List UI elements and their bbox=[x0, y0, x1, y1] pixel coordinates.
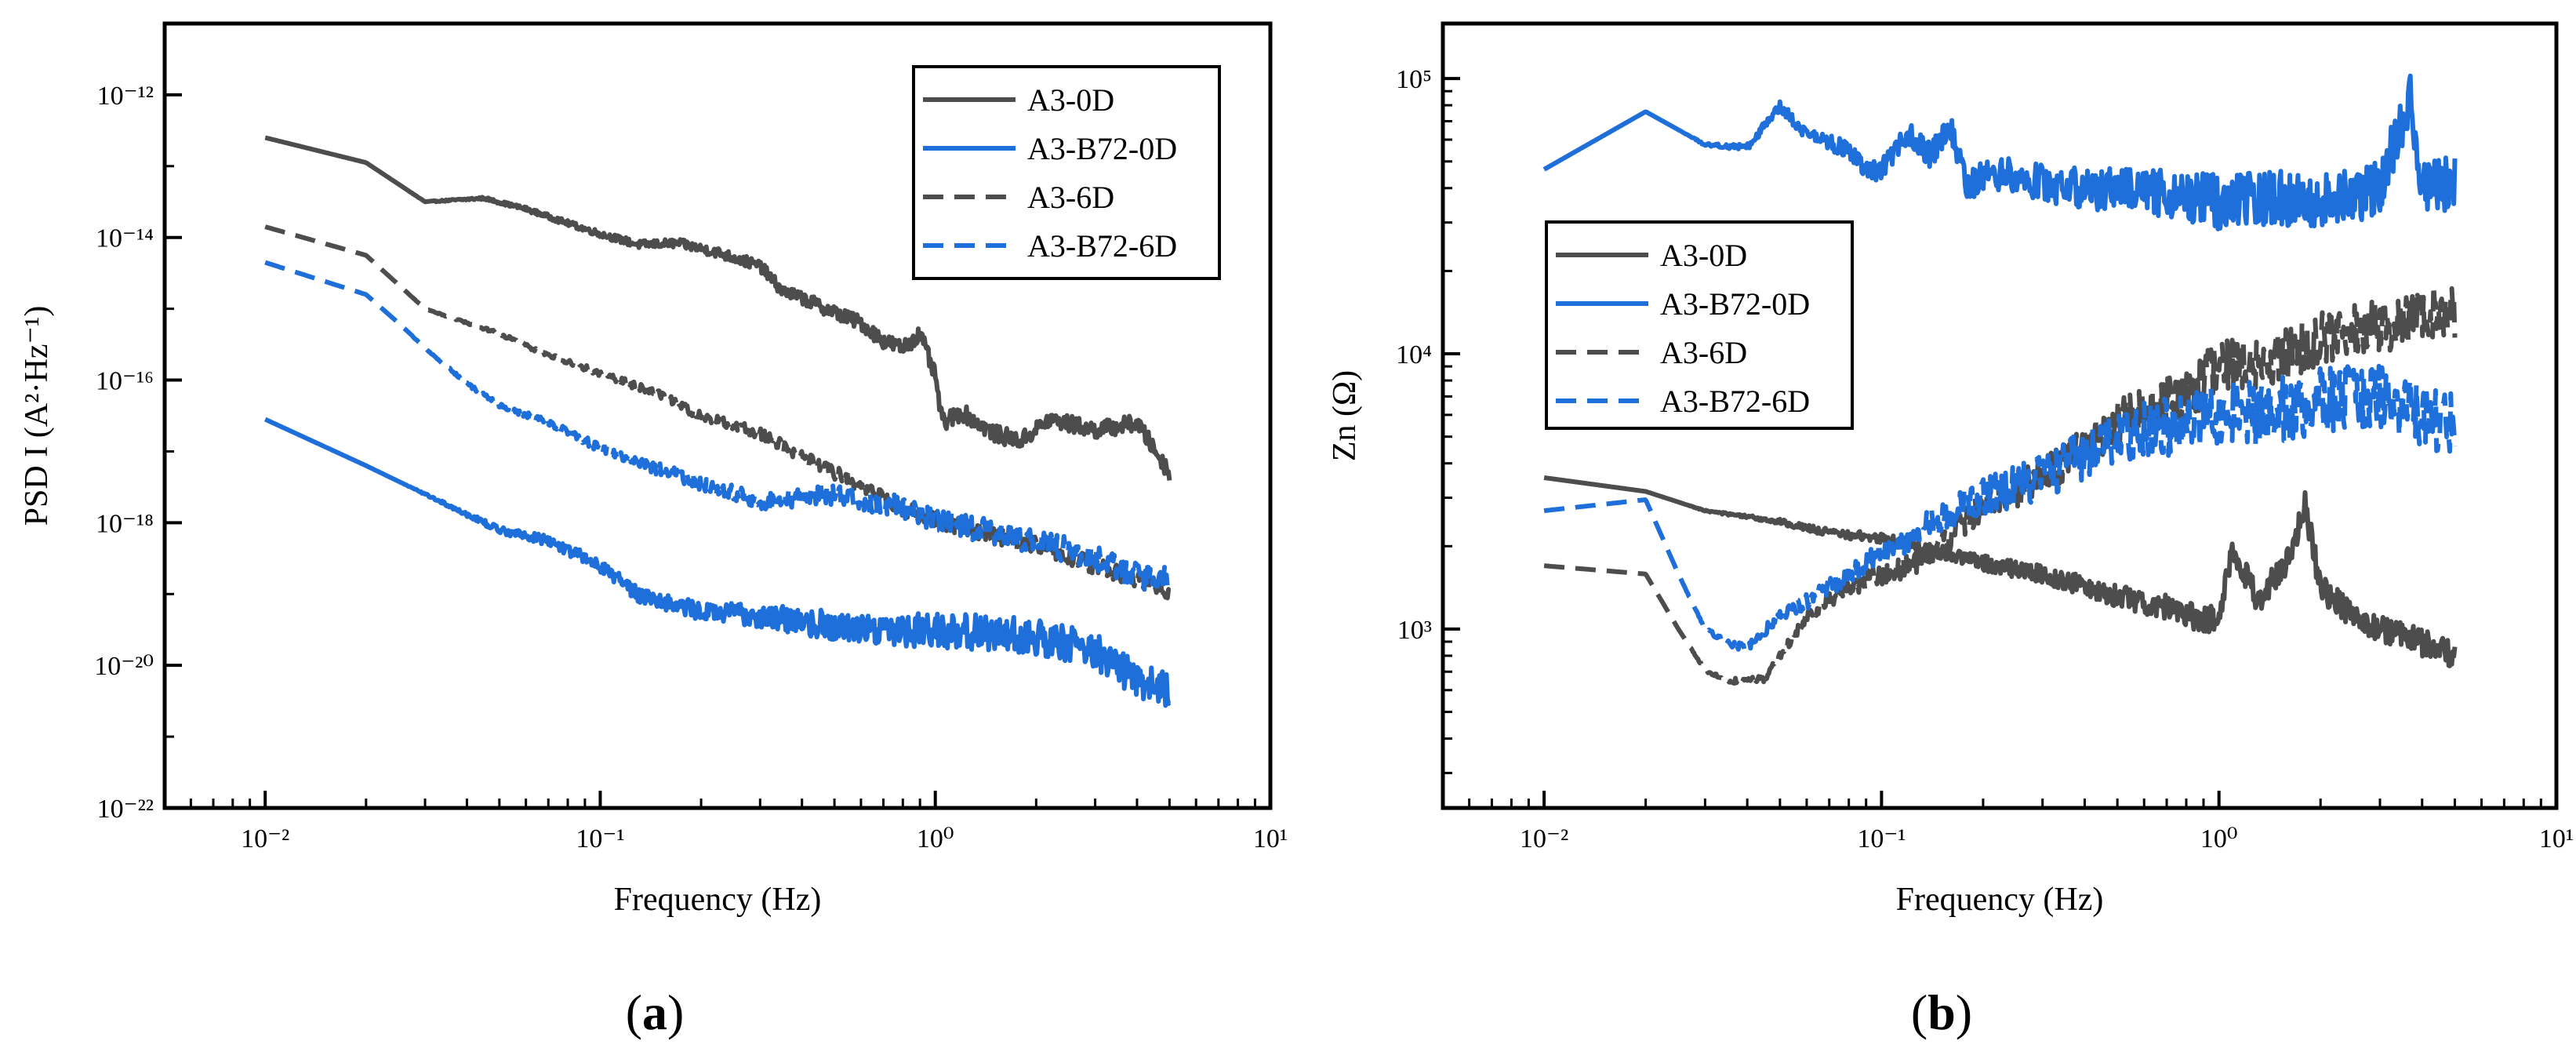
series-line-a3-b72-0d bbox=[1542, 73, 2458, 231]
legend-label: A3-6D bbox=[1027, 180, 1114, 215]
y-tick-label: 10⁻²² bbox=[97, 795, 154, 824]
legend-label: A3-B72-6D bbox=[1660, 384, 1810, 419]
y-tick-label: 10⁵ bbox=[1396, 65, 1432, 94]
plot-frame bbox=[1441, 21, 2559, 810]
chart-panel-a: 10⁻² 10⁻¹ 10⁰ 10¹ 10⁻²² 10⁻²⁰ 10⁻¹⁸ 10⁻¹⁶ 10⁻¹⁴ 1… bbox=[19, 21, 1288, 918]
chart-panel-b: 10⁻² 10⁻¹ 10⁰ 10¹ 10³ 10⁴ 10⁵ Frequency (Hz) Zn … bbox=[1327, 21, 2574, 918]
x-tick-label: 10¹ bbox=[1253, 824, 1288, 853]
legend: A3-0D A3-B72-0D A3-6D A3-B72-6D bbox=[912, 65, 1221, 280]
x-axis-label: Frequency (Hz) bbox=[614, 882, 822, 918]
y-tick-label: 10⁻¹⁸ bbox=[96, 509, 154, 538]
x-tick-label: 10⁻² bbox=[1520, 824, 1568, 853]
plot-frame bbox=[162, 21, 1273, 810]
y-tick-label: 10³ bbox=[1397, 616, 1432, 645]
x-tick-label: 10⁰ bbox=[2200, 824, 2238, 853]
series-line-a3-b72-6d bbox=[1542, 363, 2458, 653]
y-tick-label: 10⁻¹² bbox=[97, 82, 154, 111]
x-tick-label: 10⁰ bbox=[917, 824, 954, 853]
y-tick-label: 10⁴ bbox=[1396, 340, 1432, 369]
y-axis-label: Zn (Ω) bbox=[1327, 370, 1363, 461]
x-tick-label: 10⁻¹ bbox=[576, 824, 624, 853]
legend: A3-0D A3-B72-0D A3-6D A3-B72-6D bbox=[1545, 220, 1854, 430]
x-tick-label: 10⁻² bbox=[241, 824, 289, 853]
y-tick-label: 10⁻²⁰ bbox=[94, 652, 154, 681]
y-tick-label: 10⁻¹⁴ bbox=[96, 224, 154, 253]
y-tick-label: 10⁻¹⁶ bbox=[96, 367, 154, 396]
legend-label: A3-6D bbox=[1660, 335, 1747, 370]
x-tick-label: 10¹ bbox=[2539, 824, 2574, 853]
legend-label: A3-B72-0D bbox=[1027, 131, 1177, 166]
x-axis-label: Frequency (Hz) bbox=[1896, 882, 2104, 918]
series-line-a3-0d bbox=[1542, 475, 2458, 668]
legend-label: A3-0D bbox=[1660, 238, 1747, 273]
series-line-a3-b72-6d bbox=[263, 260, 1172, 592]
x-tick-label: 10⁻¹ bbox=[1857, 824, 1906, 853]
legend-label: A3-B72-6D bbox=[1027, 228, 1177, 264]
panel-label-b: (b) bbox=[1911, 984, 1972, 1040]
y-axis-label: PSD I (A²·Hz⁻¹) bbox=[19, 306, 55, 526]
legend-label: A3-0D bbox=[1027, 82, 1114, 118]
legend-label: A3-B72-0D bbox=[1660, 286, 1810, 322]
series-line-a3-b72-0d bbox=[263, 417, 1172, 708]
series-line-a3-0d bbox=[263, 135, 1172, 481]
panel-label-a: (a) bbox=[626, 984, 685, 1040]
series-line-a3-6d bbox=[1542, 282, 2458, 686]
